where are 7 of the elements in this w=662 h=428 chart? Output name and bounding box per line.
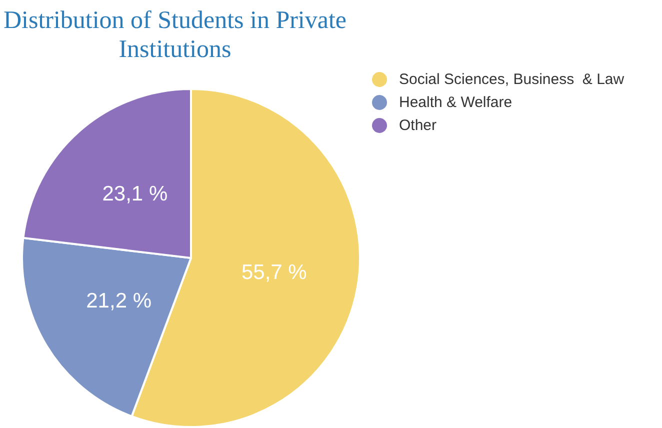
data-label: 21,2 %: [86, 290, 152, 313]
legend-label: Social Sciences, Business & Law: [399, 71, 624, 88]
data-label: 23,1 %: [102, 182, 168, 206]
chart-title: Distribution of Students in Private Institutions: [2, 6, 348, 64]
legend-label: Other: [399, 117, 437, 134]
data-label: 55,7 %: [241, 260, 307, 284]
legend-label: Health & Welfare: [399, 94, 512, 111]
